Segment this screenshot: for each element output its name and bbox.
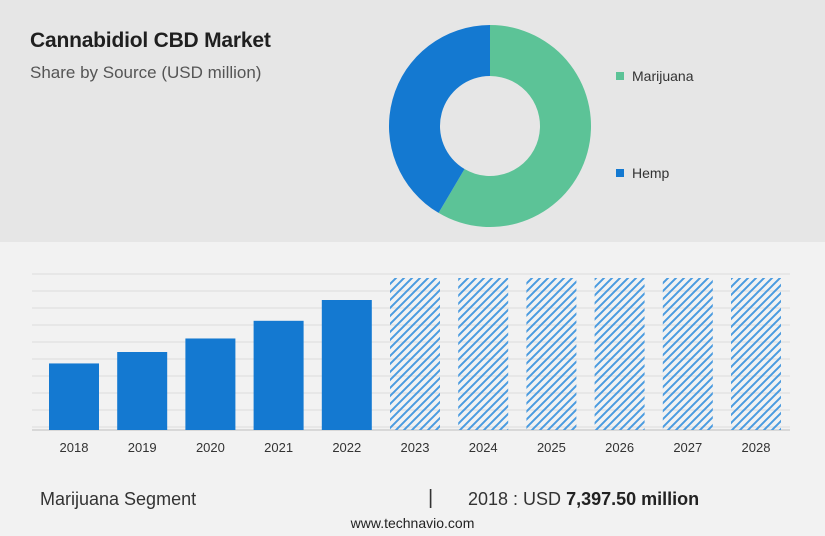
stat-value: 7,397.50 million [566,489,700,509]
forecast-bar-2027 [662,278,713,430]
forecast-bar-2026 [594,278,645,430]
forecast-bar-2028 [731,278,781,430]
legend-item-marijuana: Marijuana [616,68,693,84]
x-tick-label-2026: 2026 [605,440,634,455]
x-tick-label-2021: 2021 [264,440,293,455]
x-tick-label-2028: 2028 [742,440,771,455]
x-tick-label-2018: 2018 [60,440,89,455]
legend-swatch-marijuana [616,72,624,81]
legend-item-hemp: Hemp [616,165,669,181]
source-url[interactable]: www.technavio.com [350,515,475,531]
footer-stat: 2018 : USD 7,397.50 million [468,489,699,510]
x-tick-label-2019: 2019 [128,440,157,455]
donut-slice-hemp [389,25,490,213]
bar-2022 [321,300,372,430]
forecast-bar-2025 [526,278,577,430]
chart-title: Cannabidiol CBD Market [30,29,271,52]
legend-label-marijuana: Marijuana [632,68,694,84]
legend-swatch-hemp [616,169,624,178]
forecast-bar-2023 [390,278,440,430]
footer-divider: | [428,487,434,509]
donut-slice-marijuana [438,25,591,228]
donut-chart [389,25,591,228]
bar-2020 [185,338,236,430]
bar-chart: 2018 2019 2020 2021 2022 2023 2024 2025 2026 2027… [32,273,790,455]
x-tick-label-2022: 2022 [332,440,361,455]
x-tick-label-2027: 2027 [673,440,702,455]
x-tick-label-2023: 2023 [401,440,430,455]
x-tick-label-2020: 2020 [196,440,225,455]
forecast-bar-2024 [458,278,509,430]
bar-2021 [253,320,304,430]
chart-subtitle: Share by Source (USD million) [30,63,262,82]
x-tick-label-2025: 2025 [537,440,566,455]
stat-prefix: 2018 : USD [468,489,567,509]
bar-2019 [117,352,168,430]
legend-label-hemp: Hemp [632,165,670,181]
bar-2018 [49,363,99,430]
x-tick-label-2024: 2024 [469,440,498,455]
segment-label: Marijuana Segment [40,489,197,509]
